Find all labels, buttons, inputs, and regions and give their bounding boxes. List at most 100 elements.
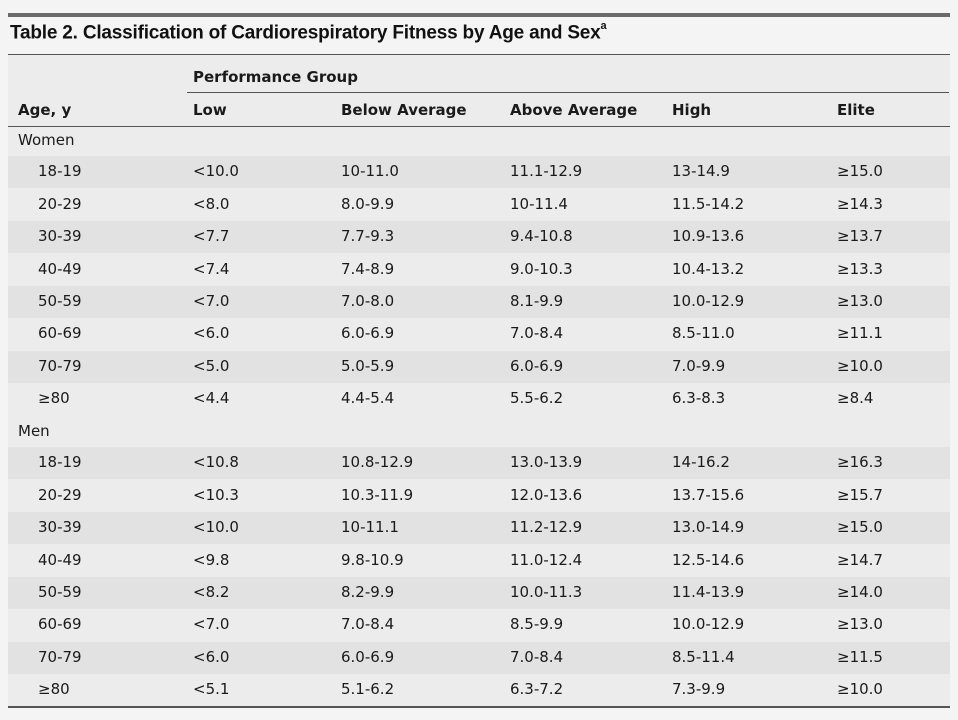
cell-elite: ≥10.0 (837, 357, 883, 375)
cell-above-average: 12.0-13.6 (510, 486, 583, 504)
table-row: ≥80 <4.4 4.4-5.4 5.5-6.2 6.3-8.3 ≥8.4 (8, 383, 950, 415)
cell-below-average: 8.2-9.9 (341, 583, 395, 601)
cell-above-average: 9.0-10.3 (510, 260, 573, 278)
table-row: 20-29 <10.3 10.3-11.9 12.0-13.6 13.7-15.6 ≥15… (8, 480, 950, 512)
cell-high: 8.5-11.4 (672, 648, 735, 666)
cell-below-average: 6.0-6.9 (341, 648, 395, 666)
performance-group-header: Performance Group (193, 68, 358, 86)
cell-high: 10.4-13.2 (672, 260, 745, 278)
cell-age: 50-59 (38, 583, 82, 601)
cell-elite: ≥13.3 (837, 260, 883, 278)
cell-high: 7.0-9.9 (672, 357, 726, 375)
cell-elite: ≥11.1 (837, 324, 883, 342)
title-rule (8, 54, 950, 55)
cell-age: 40-49 (38, 260, 82, 278)
table-title: Table 2. Classification of Cardiorespira… (10, 20, 607, 44)
cell-high: 11.4-13.9 (672, 583, 745, 601)
cell-elite: ≥15.7 (837, 486, 883, 504)
cell-below-average: 5.1-6.2 (341, 680, 395, 698)
cell-above-average: 6.0-6.9 (510, 357, 564, 375)
table-row: 30-39 <10.0 10-11.1 11.2-12.9 13.0-14.9 ≥15.0 (8, 512, 950, 544)
table-row: 60-69 <6.0 6.0-6.9 7.0-8.4 8.5-11.0 ≥11.1 (8, 318, 950, 350)
cell-elite: ≥13.0 (837, 292, 883, 310)
cell-high: 14-16.2 (672, 453, 730, 471)
cell-elite: ≥8.4 (837, 389, 874, 407)
table-row: 50-59 <7.0 7.0-8.0 8.1-9.9 10.0-12.9 ≥13.0 (8, 286, 950, 318)
cell-elite: ≥14.0 (837, 583, 883, 601)
cell-age: 20-29 (38, 486, 82, 504)
cell-elite: ≥14.3 (837, 195, 883, 213)
cell-low: <6.0 (193, 648, 230, 666)
cell-age: 50-59 (38, 292, 82, 310)
table-row: 70-79 <5.0 5.0-5.9 6.0-6.9 7.0-9.9 ≥10.0 (8, 351, 950, 383)
cell-low: <7.0 (193, 615, 230, 633)
cell-high: 10.9-13.6 (672, 227, 745, 245)
cell-age: 30-39 (38, 227, 82, 245)
cell-elite: ≥14.7 (837, 551, 883, 569)
cell-age: 40-49 (38, 551, 82, 569)
section-label-women: Women (18, 131, 75, 149)
cell-above-average: 8.5-9.9 (510, 615, 564, 633)
cell-elite: ≥13.0 (837, 615, 883, 633)
table-row: 40-49 <9.8 9.8-10.9 11.0-12.4 12.5-14.6 ≥14.7 (8, 545, 950, 577)
group-header-rule (187, 92, 949, 93)
cell-below-average: 6.0-6.9 (341, 324, 395, 342)
table-row: 40-49 <7.4 7.4-8.9 9.0-10.3 10.4-13.2 ≥13.3 (8, 254, 950, 286)
cell-above-average: 5.5-6.2 (510, 389, 564, 407)
cell-low: <5.1 (193, 680, 230, 698)
cell-age: 20-29 (38, 195, 82, 213)
cell-elite: ≥16.3 (837, 453, 883, 471)
cell-high: 13-14.9 (672, 162, 730, 180)
table-row: 50-59 <8.2 8.2-9.9 10.0-11.3 11.4-13.9 ≥14.0 (8, 577, 950, 609)
cell-low: <7.0 (193, 292, 230, 310)
table-row: 30-39 <7.7 7.7-9.3 9.4-10.8 10.9-13.6 ≥13.7 (8, 221, 950, 253)
table-row: ≥80 <5.1 5.1-6.2 6.3-7.2 7.3-9.9 ≥10.0 (8, 674, 950, 706)
cell-below-average: 7.0-8.0 (341, 292, 395, 310)
title-footnote-marker: a (600, 20, 607, 32)
cell-high: 6.3-8.3 (672, 389, 726, 407)
cell-age: 70-79 (38, 648, 82, 666)
column-header-age: Age, y (18, 101, 72, 119)
cell-high: 11.5-14.2 (672, 195, 745, 213)
cell-below-average: 10-11.0 (341, 162, 399, 180)
cell-low: <10.3 (193, 486, 239, 504)
section-label-men: Men (18, 422, 50, 440)
cell-above-average: 11.0-12.4 (510, 551, 583, 569)
cell-age: 18-19 (38, 453, 82, 471)
cell-below-average: 4.4-5.4 (341, 389, 395, 407)
column-header-low: Low (193, 101, 227, 119)
table-row: 20-29 <8.0 8.0-9.9 10-11.4 11.5-14.2 ≥14.3 (8, 189, 950, 221)
cell-above-average: 10-11.4 (510, 195, 568, 213)
cell-below-average: 10.8-12.9 (341, 453, 414, 471)
cell-low: <10.0 (193, 162, 239, 180)
cell-below-average: 7.7-9.3 (341, 227, 395, 245)
cell-low: <9.8 (193, 551, 230, 569)
cell-above-average: 7.0-8.4 (510, 324, 564, 342)
cell-low: <7.7 (193, 227, 230, 245)
cell-age: 60-69 (38, 615, 82, 633)
column-header-below-average: Below Average (341, 101, 467, 119)
cell-high: 7.3-9.9 (672, 680, 726, 698)
cell-above-average: 9.4-10.8 (510, 227, 573, 245)
cell-below-average: 10.3-11.9 (341, 486, 414, 504)
cell-elite: ≥11.5 (837, 648, 883, 666)
cell-age: ≥80 (38, 680, 70, 698)
cell-above-average: 13.0-13.9 (510, 453, 583, 471)
cell-elite: ≥10.0 (837, 680, 883, 698)
cell-above-average: 11.1-12.9 (510, 162, 583, 180)
table-row: 18-19 <10.8 10.8-12.9 13.0-13.9 14-16.2 ≥16.3 (8, 447, 950, 479)
cell-above-average: 11.2-12.9 (510, 518, 583, 536)
cell-high: 13.7-15.6 (672, 486, 745, 504)
cell-age: 60-69 (38, 324, 82, 342)
cell-age: 70-79 (38, 357, 82, 375)
cell-below-average: 10-11.1 (341, 518, 399, 536)
column-header-elite: Elite (837, 101, 875, 119)
cell-below-average: 8.0-9.9 (341, 195, 395, 213)
column-header-above-average: Above Average (510, 101, 638, 119)
table-row: 60-69 <7.0 7.0-8.4 8.5-9.9 10.0-12.9 ≥13.0 (8, 609, 950, 641)
cell-low: <7.4 (193, 260, 230, 278)
cell-age: 18-19 (38, 162, 82, 180)
top-rule (8, 13, 950, 17)
cell-low: <8.0 (193, 195, 230, 213)
